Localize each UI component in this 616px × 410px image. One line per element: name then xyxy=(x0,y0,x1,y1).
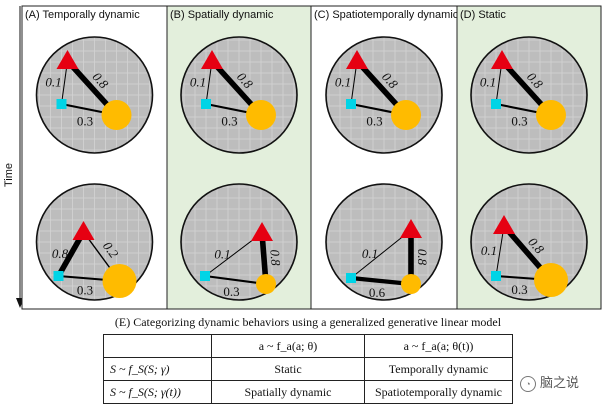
edge-weight-triangle-circle: 0.8 xyxy=(415,249,430,266)
category-table: a ~ f_a(a; θ) a ~ f_a(a; θ(t)) S ~ f_S(S… xyxy=(103,334,513,404)
circle-node-icon xyxy=(256,274,276,294)
edge-square-circle xyxy=(204,274,267,286)
table-cell-row2-col2: Spatiotemporally dynamic xyxy=(364,380,513,404)
edge-weight-square-circle: 0.3 xyxy=(366,114,382,129)
square-node-icon xyxy=(346,99,356,109)
edge-weight-triangle-square: 0.1 xyxy=(335,75,351,90)
triangle-node-icon xyxy=(251,222,273,241)
watermark-text: 脑之说 xyxy=(540,375,580,390)
table-header-cell-0 xyxy=(103,334,212,358)
circle-node-icon xyxy=(101,100,132,130)
panel-title: (A) Temporally dynamic xyxy=(25,9,140,21)
triangle-node-icon xyxy=(201,50,223,69)
edge-weight-square-circle: 0.3 xyxy=(511,114,527,129)
table-header-cell-1: a ~ f_a(a; θ) xyxy=(211,334,365,358)
edge-weight-triangle-square: 0.1 xyxy=(362,246,378,261)
triangle-node-icon xyxy=(346,50,368,69)
edge-weight-triangle-square: 0.1 xyxy=(481,243,497,258)
square-node-icon xyxy=(491,271,501,281)
edge-weight-triangle-circle: 0.8 xyxy=(267,249,283,267)
edge-weight-triangle-square: 0.1 xyxy=(214,247,230,262)
panel-title: (D) Static xyxy=(460,9,506,21)
network-state-late: 0.20.80.3 xyxy=(35,183,154,301)
edge-square-circle xyxy=(350,275,412,287)
table-header-cell-2: a ~ f_a(a; θ(t)) xyxy=(364,334,513,358)
network-state-late: 0.80.10.3 xyxy=(470,183,588,301)
triangle-node-icon xyxy=(491,50,513,69)
edge-weight-square-circle: 0.3 xyxy=(511,282,527,297)
square-node-icon xyxy=(346,273,356,283)
square-node-icon xyxy=(201,99,211,109)
network-state-early: 0.80.10.3 xyxy=(470,36,588,154)
triangle-node-icon xyxy=(400,219,422,238)
edge-weight-square-circle: 0.3 xyxy=(77,283,93,298)
table-cell-row1-col1: Static xyxy=(211,357,365,381)
edge-weight-triangle-square: 0.1 xyxy=(480,75,496,90)
table-cell-row1-col0: S ~ f_S(S; γ) xyxy=(103,357,212,381)
table-cell-row2-col1: Spatially dynamic xyxy=(211,380,365,404)
network-state-early: 0.80.10.3 xyxy=(180,36,298,154)
circle-node-icon xyxy=(391,100,421,130)
edge-weight-triangle-square: 0.8 xyxy=(52,246,69,261)
edge-weight-square-circle: 0.6 xyxy=(369,285,386,300)
table-cell-row2-col0: S ~ f_S(S; γ(t)) xyxy=(103,380,212,404)
figure-canvas: Time(A) Temporally dynamic0.80.10.30.20.… xyxy=(3,5,602,310)
wechat-logo-icon: ◔ xyxy=(520,375,536,392)
triangle-node-icon xyxy=(493,215,515,234)
circle-node-icon xyxy=(536,100,566,130)
square-node-icon xyxy=(200,271,210,281)
table-header-row: a ~ f_a(a; θ) a ~ f_a(a; θ(t)) xyxy=(103,334,513,358)
table-row: S ~ f_S(S; γ(t)) Spatially dynamic Spati… xyxy=(103,380,513,404)
square-node-icon xyxy=(53,271,64,281)
table-caption: (E) Categorizing dynamic behaviors using… xyxy=(114,315,502,329)
table-row: S ~ f_S(S; γ) Static Temporally dynamic xyxy=(103,357,513,381)
watermark: ◔ 脑之说 xyxy=(520,372,579,392)
edge-weight-triangle-square: 0.1 xyxy=(45,75,61,90)
panel-c: (C) Spatiotemporally dynamic 0.8 0.1 0.3 0.8… xyxy=(310,5,459,310)
triangle-node-icon xyxy=(56,50,79,69)
table-cell-row1-col2: Temporally dynamic xyxy=(364,357,513,381)
panel-title: (B) Spatially dynamic xyxy=(170,9,274,21)
edge-triangle-square xyxy=(495,225,505,277)
edge-weight-square-circle: 0.3 xyxy=(77,114,93,129)
network-state-late: 0.8 0.1 0.6 xyxy=(325,183,443,301)
edge-weight-square-circle: 0.3 xyxy=(221,114,237,129)
network-state-early: 0.80.10.3 xyxy=(325,36,443,154)
panel-title: (C) Spatiotemporally dynamic xyxy=(314,9,459,21)
square-node-icon xyxy=(491,99,501,109)
triangle-node-icon xyxy=(72,221,95,240)
circle-node-icon xyxy=(102,264,137,298)
edge-weight-square-circle: 0.3 xyxy=(223,284,239,299)
circle-node-icon xyxy=(534,263,568,297)
circle-node-icon xyxy=(246,100,276,130)
circle-node-icon xyxy=(401,274,421,294)
edge-weight-triangle-square: 0.1 xyxy=(190,75,206,90)
square-node-icon xyxy=(56,99,67,109)
time-axis-label: Time xyxy=(3,163,15,187)
